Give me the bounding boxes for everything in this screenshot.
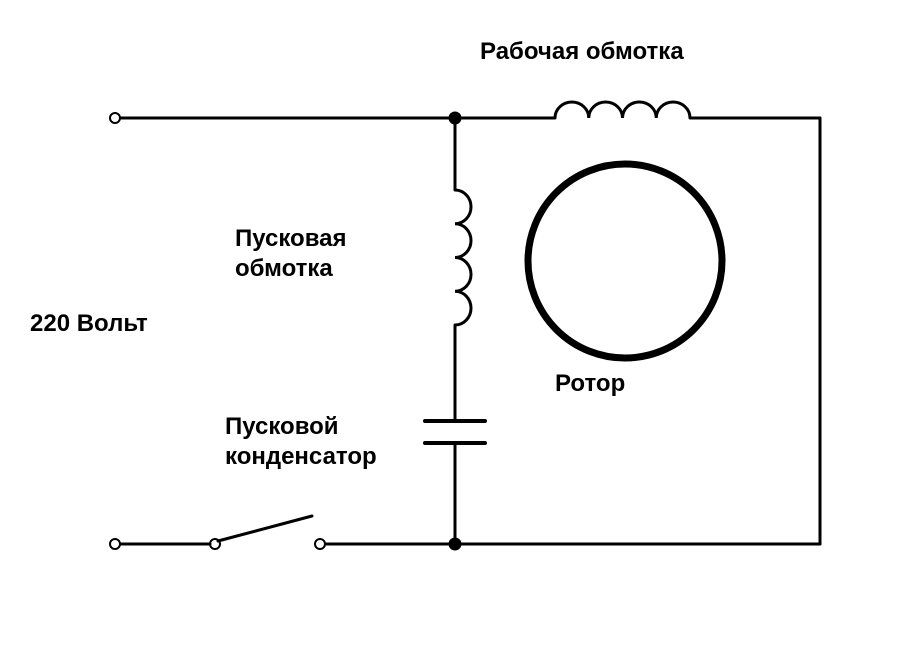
- label-start-capacitor-l1: Пусковой: [225, 413, 339, 441]
- label-start-capacitor-l2: конденсатор: [225, 443, 377, 471]
- label-start-winding-l2: обмотка: [235, 255, 333, 283]
- label-rotor: Ротор: [555, 370, 625, 398]
- label-voltage: 220 Вольт: [30, 310, 148, 338]
- circuit-diagram-container: Рабочая обмотка Пусковая обмотка 220 Вол…: [0, 0, 901, 646]
- label-start-winding-l1: Пусковая: [235, 225, 347, 253]
- label-main-winding: Рабочая обмотка: [480, 38, 684, 66]
